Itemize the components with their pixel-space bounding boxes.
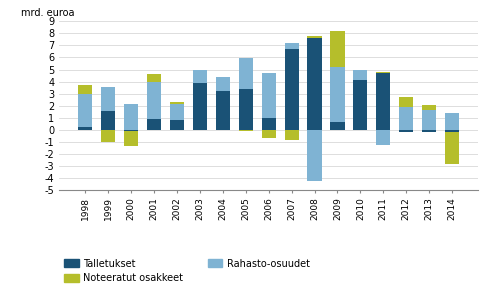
Bar <box>101 130 115 142</box>
Bar <box>262 118 276 130</box>
Bar <box>124 104 138 130</box>
Bar <box>216 77 230 91</box>
Bar <box>330 66 345 122</box>
Bar <box>399 130 413 132</box>
Bar <box>399 97 413 107</box>
Bar <box>422 130 436 132</box>
Bar <box>170 104 184 120</box>
Bar <box>284 130 299 140</box>
Bar <box>445 114 459 130</box>
Bar <box>193 70 207 83</box>
Bar <box>353 70 367 80</box>
Bar <box>101 111 115 130</box>
Bar <box>330 31 345 66</box>
Bar <box>376 130 390 145</box>
Bar <box>239 89 253 130</box>
Bar <box>308 38 321 130</box>
Bar <box>376 72 390 73</box>
Bar <box>399 107 413 130</box>
Bar <box>284 49 299 130</box>
Bar <box>147 81 161 119</box>
Bar <box>147 74 161 81</box>
Bar <box>422 110 436 130</box>
Bar <box>78 94 92 127</box>
Bar <box>170 102 184 104</box>
Bar <box>422 105 436 110</box>
Bar <box>124 130 138 131</box>
Bar <box>147 119 161 130</box>
Bar <box>262 73 276 118</box>
Bar <box>101 87 115 111</box>
Bar <box>445 132 459 165</box>
Bar <box>445 130 459 132</box>
Bar <box>239 130 253 131</box>
Bar <box>353 80 367 130</box>
Bar <box>376 73 390 130</box>
Bar <box>308 130 321 181</box>
Bar <box>193 83 207 130</box>
Bar <box>78 84 92 94</box>
Bar <box>330 122 345 130</box>
Bar <box>216 91 230 130</box>
Bar <box>239 58 253 89</box>
Bar <box>124 131 138 146</box>
Text: mrd. euroa: mrd. euroa <box>22 8 75 18</box>
Bar <box>284 43 299 49</box>
Bar <box>308 36 321 38</box>
Bar <box>170 120 184 130</box>
Bar <box>78 127 92 130</box>
Bar <box>262 130 276 138</box>
Legend: Talletukset, Noteeratut osakkeet, Rahasto-osuudet: Talletukset, Noteeratut osakkeet, Rahast… <box>64 259 310 283</box>
